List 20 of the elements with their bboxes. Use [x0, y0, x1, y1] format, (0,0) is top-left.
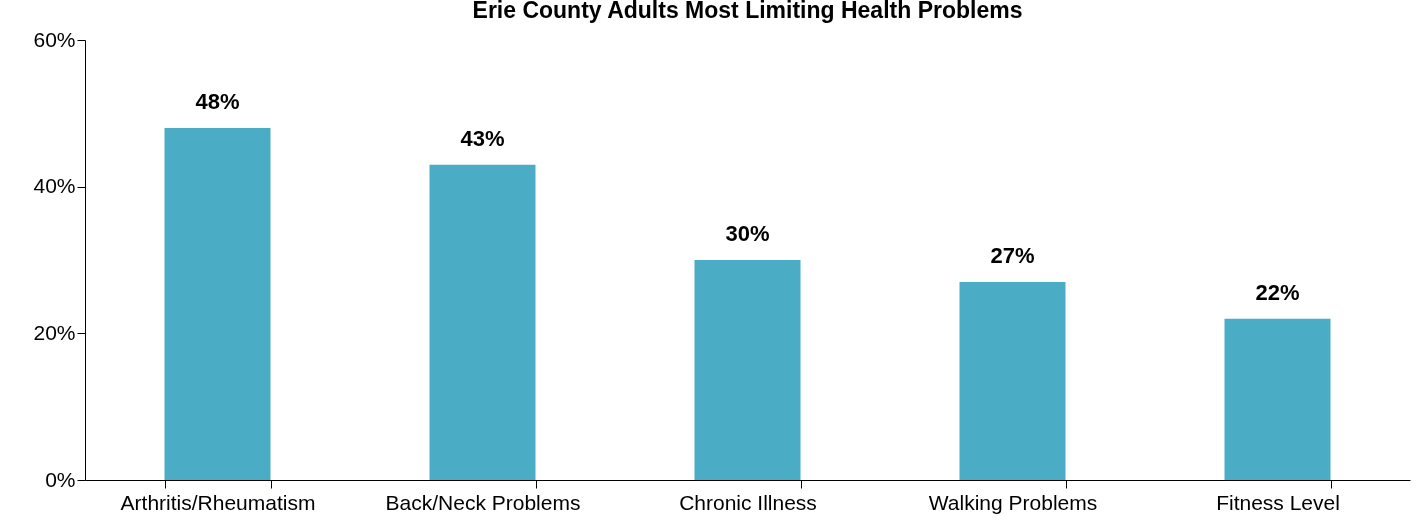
bar	[1224, 318, 1331, 480]
data-label: 22%	[1255, 279, 1300, 305]
data-label: 27%	[990, 243, 1035, 268]
x-tick-label: Back/Neck Problems	[385, 490, 581, 514]
bar	[429, 164, 536, 480]
y-tick-label: 0%	[45, 467, 76, 491]
x-tick-label: Arthritis/Rheumatism	[120, 490, 316, 514]
x-tick-label: Fitness Level	[1216, 490, 1340, 514]
y-tick-label: 40%	[33, 174, 76, 198]
bar	[959, 282, 1066, 480]
bar	[164, 128, 271, 480]
data-label: 43%	[460, 125, 505, 151]
chart-title: Erie County Adults Most Limiting Health Problems	[472, 0, 1023, 23]
y-tick-label: 20%	[33, 320, 76, 344]
x-tick-label: Walking Problems	[928, 490, 1098, 514]
x-tick-label: Chronic Illness	[679, 490, 817, 514]
y-tick-label: 60%	[33, 27, 76, 51]
data-label: 48%	[195, 89, 240, 114]
bar	[694, 260, 801, 480]
data-label: 30%	[725, 221, 770, 246]
